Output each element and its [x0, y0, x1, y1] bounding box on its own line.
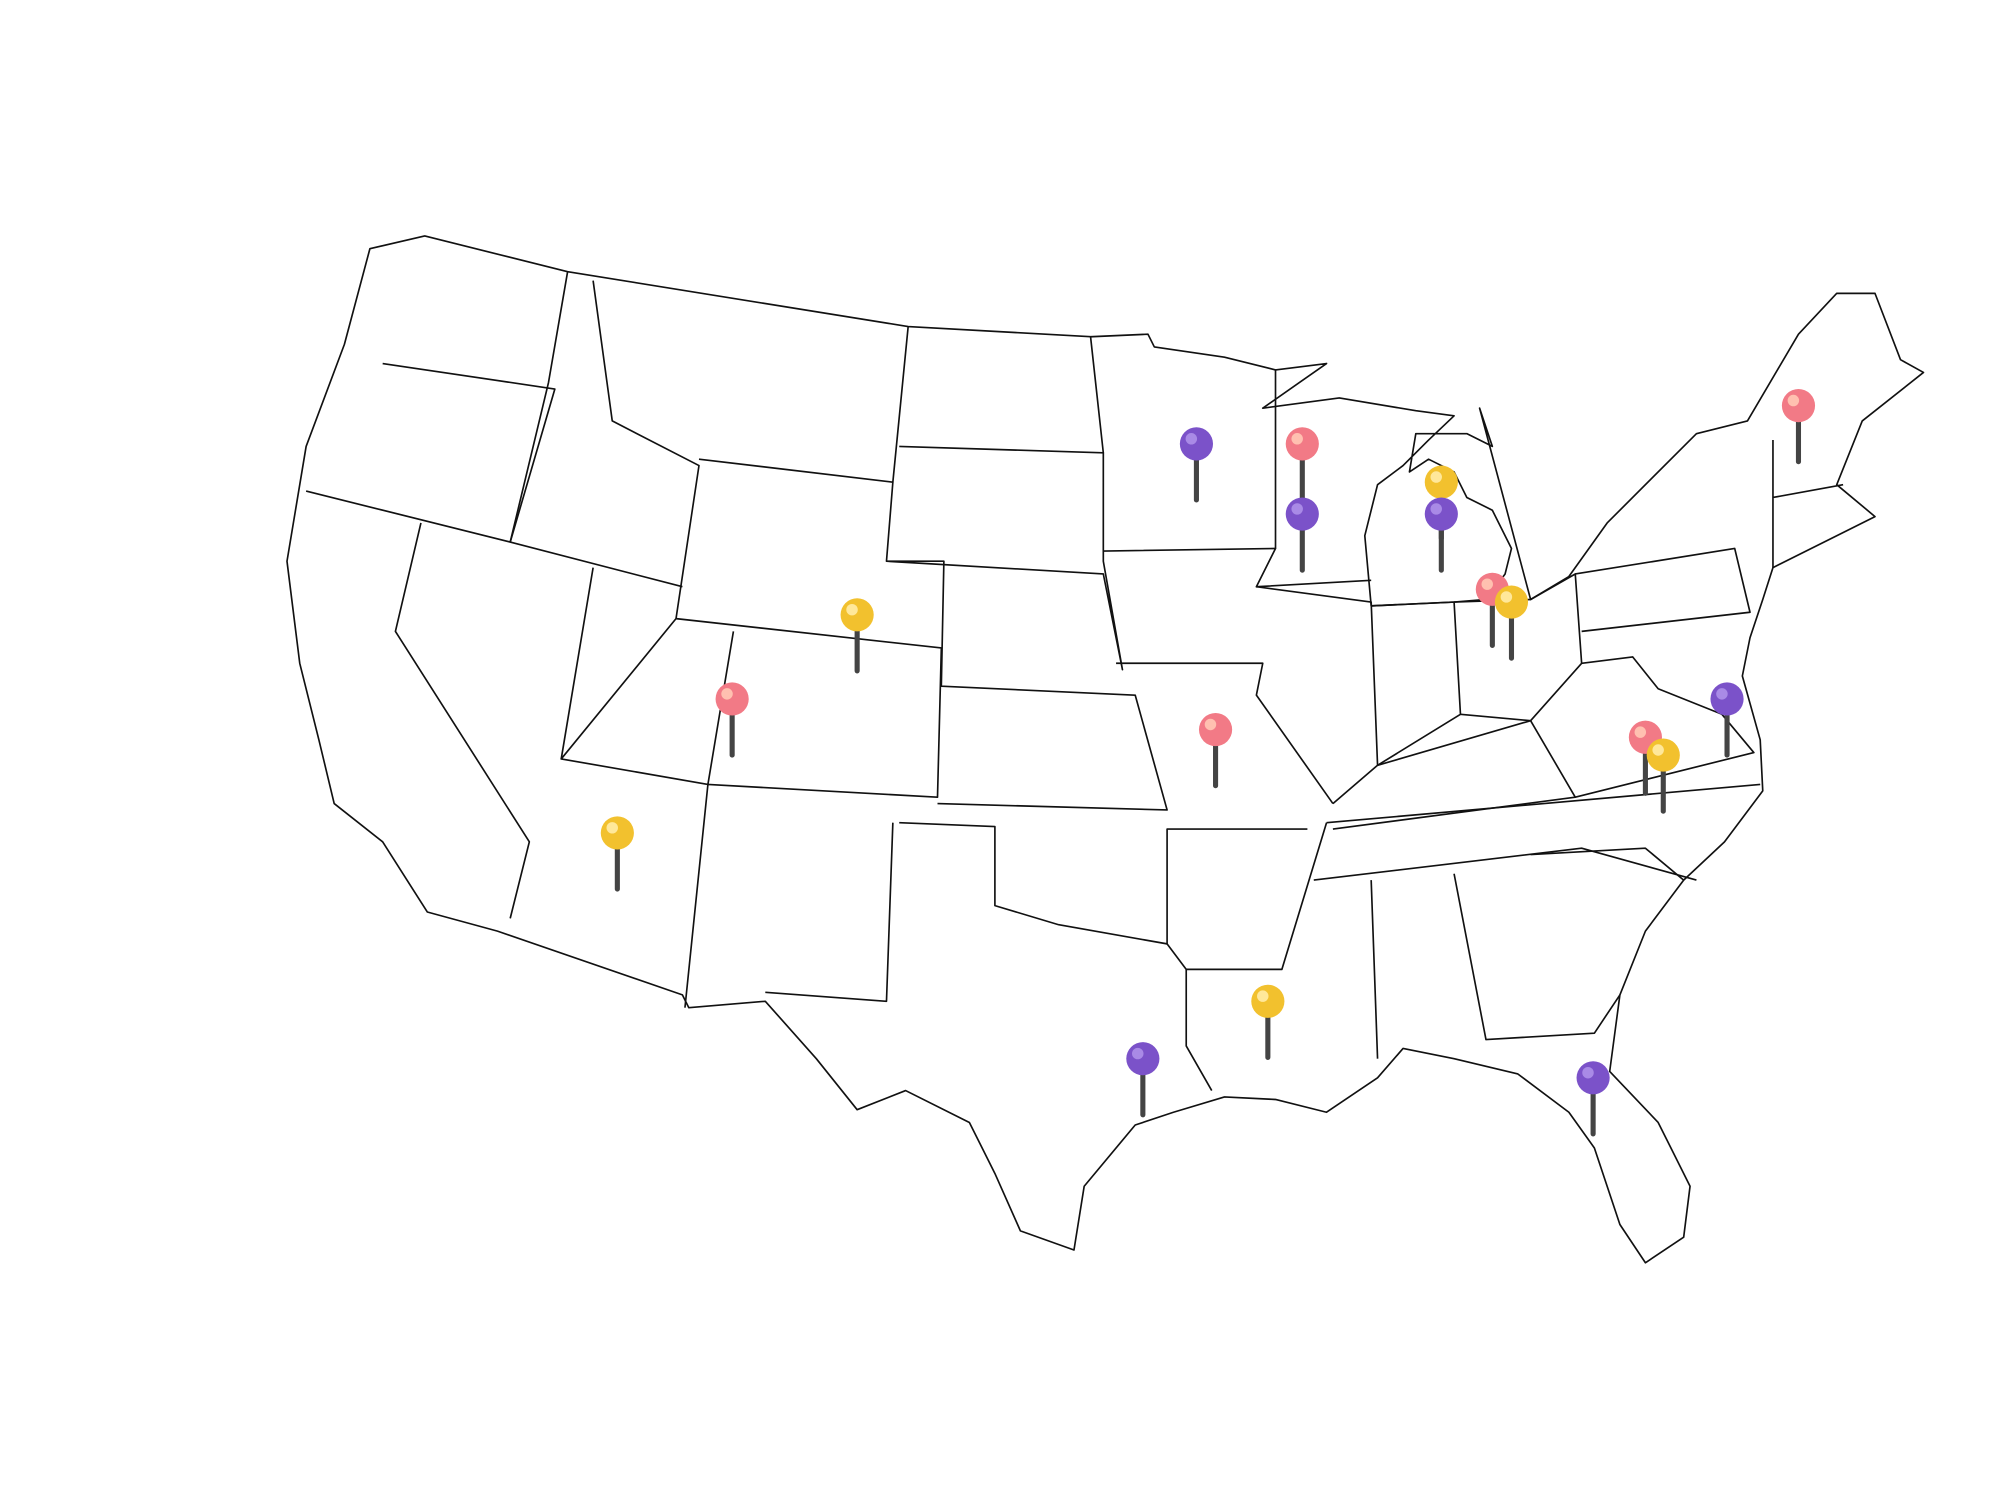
pin: [1781, 389, 1816, 465]
pin-highlight: [606, 822, 618, 834]
state-border: [305, 490, 683, 588]
pin: [1576, 1061, 1610, 1137]
pin-head: [1179, 427, 1214, 461]
pins: [600, 389, 1816, 1137]
state-border: [1313, 847, 1697, 881]
state-border: [1772, 440, 1844, 568]
state-border: [1116, 662, 1334, 805]
pin-head: [1494, 585, 1529, 619]
pin: [600, 816, 634, 892]
state-border: [1166, 943, 1213, 1091]
pin-head: [1781, 389, 1816, 423]
pin-head: [1424, 497, 1458, 531]
pin: [840, 598, 874, 674]
state-border: [1530, 847, 1685, 881]
pin: [1198, 713, 1233, 789]
state-border: [886, 560, 1168, 811]
pin-head: [1576, 1061, 1610, 1095]
pin-needle: [729, 709, 735, 758]
pin: [1646, 738, 1680, 814]
pin-highlight: [1481, 578, 1493, 590]
pin-needle: [614, 843, 620, 892]
state-border: [885, 452, 1124, 671]
pin-highlight: [1185, 433, 1198, 445]
state-border: [1186, 822, 1328, 971]
pin-needle: [1193, 454, 1199, 503]
pin-highlight: [1291, 503, 1303, 515]
state-borders: [305, 271, 1844, 1091]
pin-highlight: [1257, 990, 1269, 1002]
pin-needle: [854, 625, 860, 674]
pin-head: [600, 816, 634, 850]
pin-head: [1710, 682, 1744, 716]
state-border: [1575, 656, 1755, 798]
state-border: [1575, 547, 1751, 633]
pin-highlight: [1582, 1066, 1594, 1079]
pin-needle: [1489, 599, 1495, 648]
pin-needle: [1265, 1011, 1271, 1060]
pin-head: [715, 682, 749, 716]
pin: [1126, 1042, 1160, 1118]
pin-needle: [1795, 415, 1802, 465]
pin-highlight: [1500, 591, 1513, 603]
pin-head: [1251, 984, 1285, 1018]
pin-head: [1285, 427, 1319, 461]
pin-needle: [1508, 612, 1515, 661]
pin: [1179, 427, 1214, 503]
pin-needle: [1140, 1068, 1146, 1118]
pin-highlight: [1634, 726, 1647, 738]
pin: [1494, 585, 1529, 661]
pin: [1285, 497, 1319, 573]
pin-needle: [1299, 524, 1305, 573]
state-border: [899, 821, 1308, 945]
pin-highlight: [1291, 433, 1303, 445]
pin-head: [1646, 738, 1680, 772]
pin-needle: [1642, 747, 1648, 796]
pin: [1251, 984, 1285, 1060]
pin-highlight: [1716, 688, 1728, 700]
state-border: [560, 567, 594, 760]
pin-head: [1198, 713, 1233, 747]
state-border: [1256, 585, 1379, 805]
pin-highlight: [1787, 394, 1800, 407]
pin-needle: [1299, 454, 1305, 503]
pin-needle: [1590, 1088, 1596, 1137]
pin-highlight: [1204, 718, 1217, 731]
pin: [1285, 427, 1319, 503]
pin: [1424, 497, 1458, 573]
pin-highlight: [1430, 471, 1442, 483]
pin-highlight: [1430, 503, 1442, 515]
pin-highlight: [1652, 744, 1664, 756]
state-border: [1332, 719, 1577, 830]
state-border: [509, 271, 569, 543]
state-border: [1103, 547, 1372, 588]
pin-highlight: [721, 688, 733, 700]
pin-needle: [1660, 765, 1666, 814]
state-border: [1371, 601, 1462, 767]
state-border: [382, 362, 556, 543]
pin-head: [1126, 1042, 1160, 1076]
us-outline: [286, 235, 1925, 1264]
pin-head: [840, 598, 874, 632]
pin-highlight: [846, 603, 858, 616]
pin-needle: [1724, 709, 1730, 758]
state-border: [394, 522, 531, 919]
state-border: [675, 617, 943, 1008]
pin-head: [1424, 465, 1458, 499]
state-border: [1370, 873, 1621, 1059]
pin-highlight: [1132, 1047, 1144, 1060]
pin-needle: [1213, 739, 1219, 789]
pin: [715, 682, 749, 758]
pin-needle: [1438, 524, 1444, 573]
state-border: [1326, 783, 1761, 824]
pin-head: [1285, 497, 1319, 531]
pin: [1710, 682, 1744, 758]
state-border: [765, 822, 894, 1003]
